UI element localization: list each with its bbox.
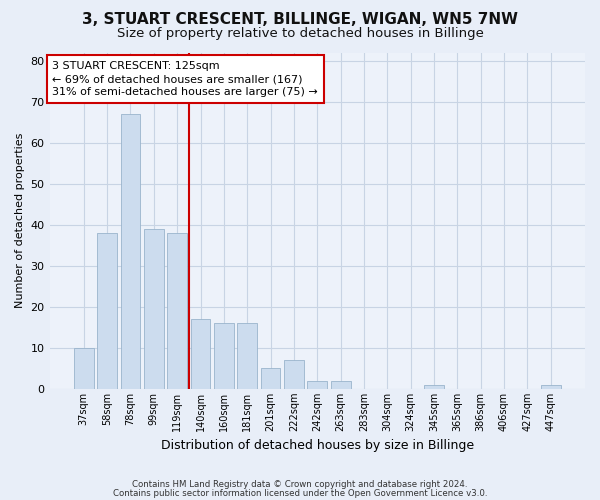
Bar <box>307 380 327 389</box>
Bar <box>74 348 94 389</box>
Bar <box>331 380 350 389</box>
Text: 3, STUART CRESCENT, BILLINGE, WIGAN, WN5 7NW: 3, STUART CRESCENT, BILLINGE, WIGAN, WN5… <box>82 12 518 28</box>
Text: Size of property relative to detached houses in Billinge: Size of property relative to detached ho… <box>116 28 484 40</box>
Bar <box>260 368 280 389</box>
X-axis label: Distribution of detached houses by size in Billinge: Distribution of detached houses by size … <box>161 440 474 452</box>
Bar <box>121 114 140 389</box>
Bar <box>238 324 257 389</box>
Text: Contains public sector information licensed under the Open Government Licence v3: Contains public sector information licen… <box>113 489 487 498</box>
Bar <box>167 233 187 389</box>
Bar <box>541 385 560 389</box>
Y-axis label: Number of detached properties: Number of detached properties <box>15 133 25 308</box>
Text: Contains HM Land Registry data © Crown copyright and database right 2024.: Contains HM Land Registry data © Crown c… <box>132 480 468 489</box>
Bar <box>284 360 304 389</box>
Bar <box>144 229 164 389</box>
Bar <box>214 324 234 389</box>
Bar <box>97 233 117 389</box>
Bar <box>424 385 444 389</box>
Text: 3 STUART CRESCENT: 125sqm
← 69% of detached houses are smaller (167)
31% of semi: 3 STUART CRESCENT: 125sqm ← 69% of detac… <box>52 61 318 98</box>
Bar <box>191 319 211 389</box>
